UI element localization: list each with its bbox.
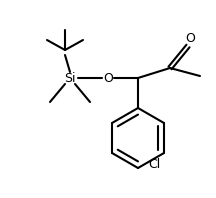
Text: O: O — [185, 31, 195, 45]
Text: O: O — [103, 71, 113, 85]
Text: Si: Si — [64, 71, 76, 85]
Text: Cl: Cl — [148, 159, 160, 171]
